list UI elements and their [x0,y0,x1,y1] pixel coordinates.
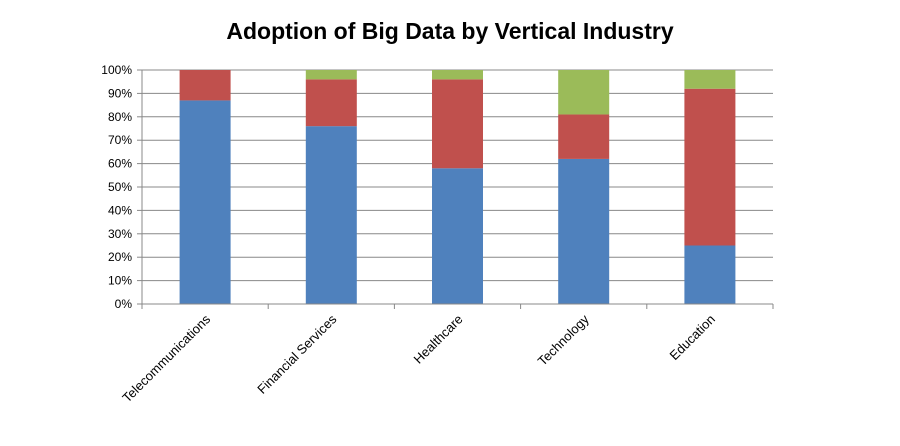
x-tick-label: Financial Services [254,311,340,397]
y-tick-label: 40% [108,203,132,217]
bar-segment [432,70,483,80]
y-tick-label: 0% [115,297,133,311]
bar-segment [432,79,483,169]
x-tick-label: Telecommunications [119,311,213,405]
chart-title: Adoption of Big Data by Vertical Industr… [226,18,674,44]
y-axis-ticks: 0% 10% 20% 30% 40% 50% 60% 70% 80% 90% 100% [101,63,142,311]
y-tick-label: 30% [108,227,132,241]
y-tick-label: 60% [108,157,132,171]
y-tick-label: 50% [108,180,132,194]
y-tick-label: 10% [108,274,132,288]
bar-segment [305,79,357,127]
y-tick-label: 80% [108,110,132,124]
y-tick-label: 90% [108,86,132,100]
x-tick-label: Technology [535,311,592,368]
y-tick-label: 100% [101,63,132,77]
x-tick-label: Education [667,312,718,363]
bar-segment [558,70,610,115]
bar-segment [432,168,483,304]
y-tick-label: 70% [108,133,132,147]
bars [179,70,736,304]
bar-segment [179,70,231,101]
y-tick-label: 20% [108,250,132,264]
bar-segment [684,88,736,246]
bar-segment [305,70,357,80]
bar-segment [558,158,610,304]
bar-segment [179,100,231,304]
bar-segment [684,245,736,304]
bar-segment [684,70,736,89]
x-tick-label: Healthcare [411,312,466,367]
bar-segment [558,114,610,159]
x-axis-ticks: Telecommunications Financial Services Heal… [119,304,774,405]
axes [141,70,773,305]
bar-segment [305,126,357,304]
